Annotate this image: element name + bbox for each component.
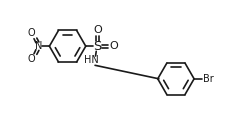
- Text: S: S: [93, 40, 102, 53]
- Text: O: O: [93, 25, 102, 35]
- Text: O: O: [28, 54, 35, 64]
- Text: O: O: [110, 41, 119, 51]
- Text: HN: HN: [84, 55, 99, 65]
- Text: N: N: [34, 41, 42, 51]
- Text: Br: Br: [203, 74, 214, 84]
- Text: O: O: [28, 28, 35, 38]
